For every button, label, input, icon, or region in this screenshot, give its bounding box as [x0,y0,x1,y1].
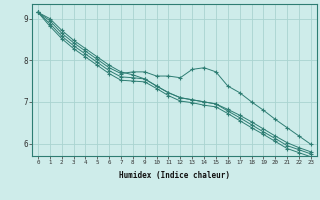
X-axis label: Humidex (Indice chaleur): Humidex (Indice chaleur) [119,171,230,180]
